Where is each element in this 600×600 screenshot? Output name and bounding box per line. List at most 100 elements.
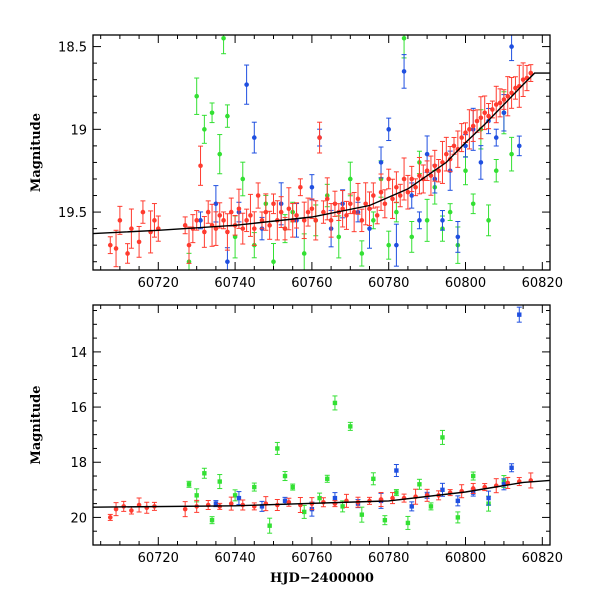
- data-point: [332, 201, 338, 207]
- y-tick-label: 14: [70, 346, 87, 361]
- data-point: [490, 107, 495, 112]
- data-point: [282, 226, 288, 231]
- data-point: [294, 213, 299, 218]
- data-point: [286, 206, 292, 212]
- data-point: [382, 201, 388, 207]
- data-point: [470, 201, 476, 207]
- data-point: [309, 206, 315, 212]
- data-point: [474, 118, 480, 124]
- model-curve: [93, 479, 550, 508]
- data-point: [509, 90, 514, 96]
- data-point: [470, 486, 476, 491]
- data-point: [271, 201, 276, 207]
- x-tick-label: 60760: [291, 276, 332, 291]
- data-point: [271, 259, 276, 265]
- data-point: [182, 506, 188, 512]
- data-point: [236, 495, 242, 501]
- data-point: [486, 495, 491, 501]
- data-point: [367, 226, 372, 231]
- data-point: [501, 110, 507, 116]
- data-point: [340, 504, 345, 509]
- data-point: [186, 482, 192, 487]
- data-point: [321, 209, 326, 215]
- data-point: [129, 508, 134, 513]
- data-point: [390, 495, 395, 501]
- data-point: [371, 476, 376, 481]
- data-point: [348, 424, 353, 429]
- x-tick-label: 60740: [214, 551, 255, 566]
- data-point: [328, 218, 334, 223]
- data-point: [282, 473, 288, 479]
- data-point: [401, 69, 407, 74]
- data-point: [348, 176, 353, 182]
- x-tick-label: 60740: [214, 276, 255, 291]
- data-point: [409, 193, 415, 198]
- y-tick-label: 19.5: [58, 206, 87, 221]
- y-tick-label: 18: [70, 456, 87, 471]
- data-point: [394, 468, 399, 473]
- data-point: [455, 498, 461, 504]
- data-point: [267, 523, 272, 528]
- data-point: [459, 135, 464, 140]
- data-point: [409, 504, 414, 509]
- data-point: [351, 209, 357, 215]
- x-tick-label: 60720: [138, 276, 179, 291]
- data-point: [217, 213, 223, 218]
- data-point: [397, 193, 403, 198]
- data-point: [301, 251, 307, 256]
- series-2: [186, 35, 515, 270]
- data-point: [463, 168, 468, 174]
- x-tick-label: 60780: [368, 276, 409, 291]
- data-point: [336, 234, 342, 240]
- data-point: [205, 209, 211, 215]
- data-point: [251, 226, 257, 231]
- data-point: [240, 176, 246, 182]
- data-point: [244, 82, 249, 87]
- data-point: [467, 127, 472, 132]
- data-point: [240, 226, 246, 231]
- data-point: [478, 160, 484, 165]
- data-point: [282, 498, 288, 504]
- data-point: [378, 160, 384, 165]
- data-point: [363, 201, 368, 207]
- data-point: [478, 115, 484, 121]
- data-point: [182, 223, 188, 228]
- data-point: [501, 482, 507, 487]
- data-point: [401, 36, 407, 41]
- data-point: [386, 242, 392, 248]
- data-point: [244, 218, 249, 223]
- data-point: [359, 251, 365, 256]
- data-point: [194, 493, 199, 498]
- data-point: [248, 213, 253, 218]
- data-point: [520, 77, 526, 82]
- y-tick-label: 16: [70, 401, 87, 416]
- bottom-xlabel: HJD−2400000: [270, 571, 374, 586]
- data-point: [152, 218, 157, 223]
- data-point: [394, 490, 399, 495]
- top-panel: 60720 60740 60760 60780 60800 60820 18.5 19 19.5…: [29, 34, 563, 291]
- data-point: [394, 184, 399, 190]
- data-point: [236, 206, 242, 212]
- bottom-panel: 60720 60740 60760 60780 60800 60820 14 16 18 20 Ma…: [29, 304, 563, 566]
- data-point: [486, 218, 491, 223]
- x-tick-label: 60820: [522, 276, 563, 291]
- data-point: [252, 484, 257, 490]
- data-point: [401, 176, 407, 182]
- data-point: [371, 218, 376, 223]
- axes-frame: [92, 34, 551, 271]
- data-point: [386, 176, 392, 182]
- data-point: [470, 123, 476, 129]
- data-point: [117, 218, 123, 223]
- data-point: [513, 85, 518, 91]
- data-point: [505, 93, 511, 99]
- data-point: [405, 189, 411, 195]
- data-point: [444, 151, 449, 157]
- data-point: [390, 196, 395, 202]
- data-point: [278, 209, 284, 215]
- data-point: [217, 151, 223, 157]
- data-point: [202, 471, 207, 476]
- data-point: [417, 173, 422, 178]
- data-point: [482, 110, 488, 116]
- data-point: [305, 209, 311, 215]
- data-point: [213, 501, 219, 506]
